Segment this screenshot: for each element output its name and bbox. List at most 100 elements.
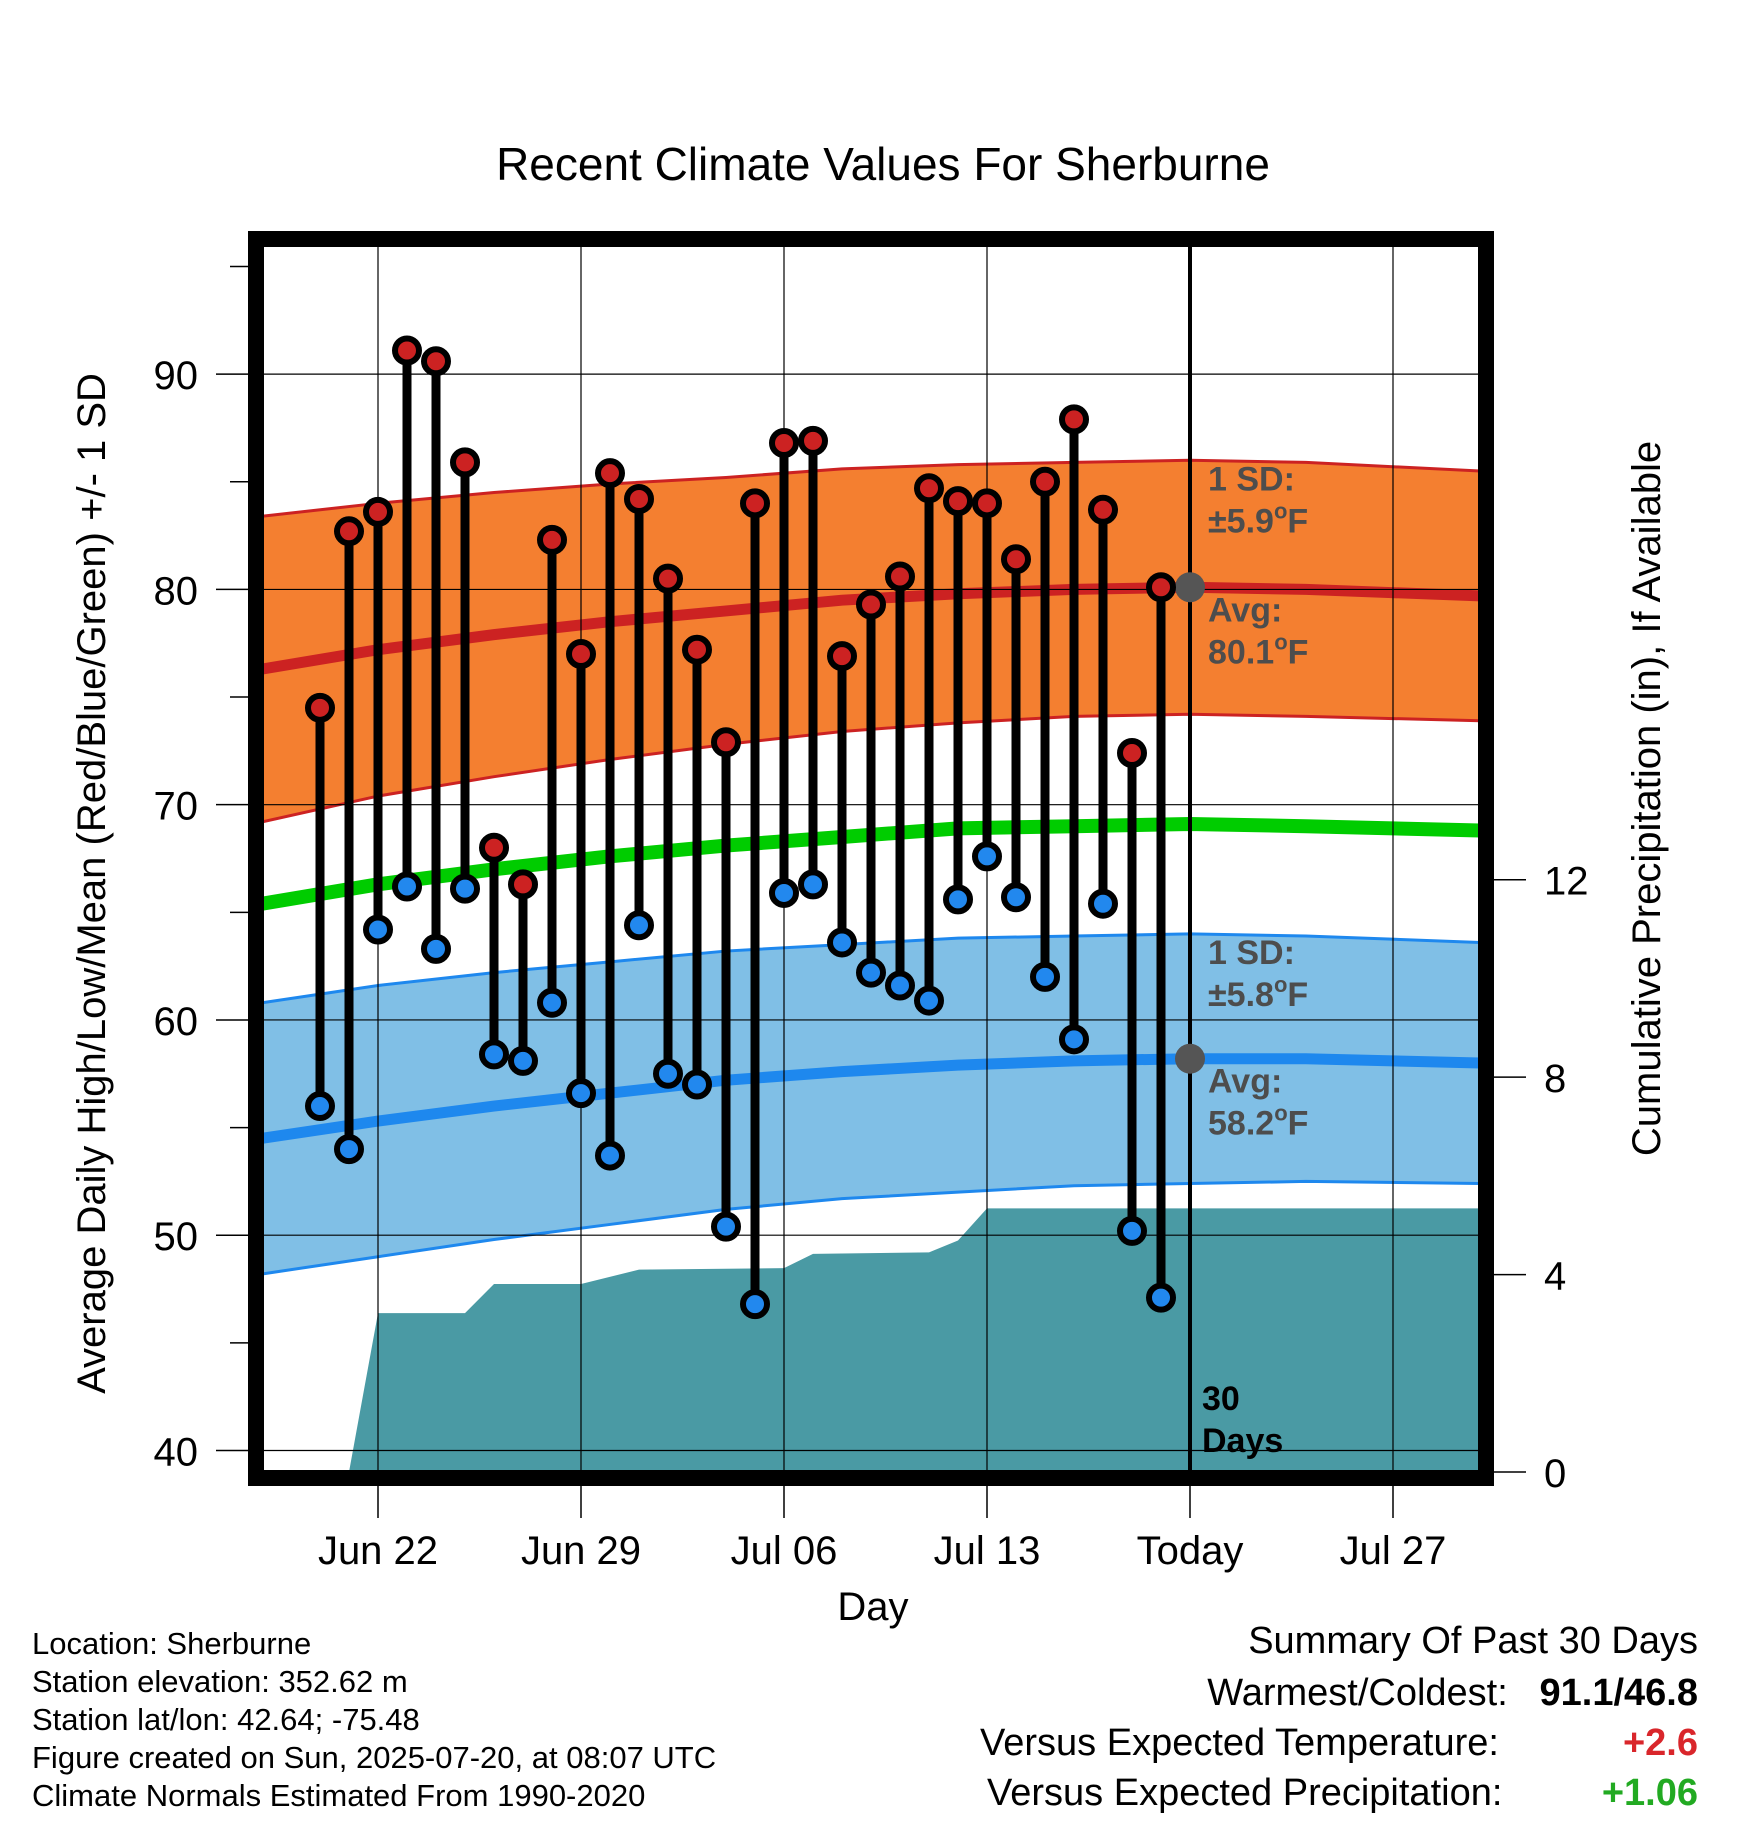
obs-low-point <box>769 877 799 908</box>
normals-text: Climate Normals Estimated From 1990-2020 <box>32 1778 646 1813</box>
obs-low-point <box>334 1134 364 1165</box>
obs-high-point <box>363 496 393 527</box>
obs-high-point <box>421 346 451 377</box>
obs-low-point <box>1059 1024 1089 1055</box>
y-axis-label: Average Daily High/Low/Mean (Red/Blue/Gr… <box>70 373 114 1394</box>
obs-low-point <box>914 985 944 1016</box>
obs-high-point <box>566 639 596 669</box>
obs-low-point <box>1146 1282 1176 1313</box>
summary-warm-cold: Warmest/Coldest: 91.1/46.8 <box>1207 1672 1698 1715</box>
coldest-value: 46.8 <box>1624 1672 1698 1714</box>
obs-high-point <box>305 692 335 723</box>
created-text: Figure created on Sun, 2025-07-20, at 08… <box>32 1740 717 1775</box>
obs-high-point <box>1146 572 1176 603</box>
obs-low-point <box>392 871 422 902</box>
low-avg-value: 58.2oF <box>1208 1101 1308 1143</box>
obs-high-point <box>1088 494 1118 525</box>
warmest-value: 91.1 <box>1539 1672 1614 1714</box>
warm-cold-label: Warmest/Coldest: <box>1207 1672 1508 1714</box>
obs-high-point <box>450 447 480 478</box>
obs-low-point <box>885 970 915 1001</box>
x-tick-label: Jul 27 <box>1340 1529 1447 1573</box>
obs-high-point <box>595 458 625 489</box>
obs-high-point <box>508 869 538 900</box>
obs-high-point <box>1001 544 1031 575</box>
obs-low-point <box>479 1039 509 1070</box>
obs-low-point <box>624 910 654 941</box>
y2-tick-label: 0 <box>1544 1452 1566 1496</box>
obs-low-point <box>305 1091 335 1122</box>
obs-high-point <box>682 634 712 665</box>
obs-high-point <box>1117 738 1147 769</box>
obs-high-point <box>653 563 683 594</box>
obs-low-point <box>856 957 886 988</box>
high-sd-value: ±5.9oF <box>1208 498 1308 540</box>
obs-low-point <box>537 987 567 1018</box>
obs-high-point <box>943 486 973 517</box>
obs-high-point <box>827 641 857 672</box>
latlon-text: Station lat/lon: 42.64; -75.48 <box>32 1702 420 1737</box>
frame-layer <box>216 231 1526 1518</box>
temp-vs-expected-label: Versus Expected Temperature: <box>980 1722 1499 1764</box>
obs-high-point <box>624 484 654 515</box>
y-tick-label: 40 <box>154 1430 199 1474</box>
obs-low-point <box>827 927 857 958</box>
obs-low-point <box>711 1211 741 1242</box>
high-avg-label: Avg: <box>1208 591 1282 629</box>
obs-low-point <box>682 1069 712 1100</box>
days-label-number: 30 <box>1202 1380 1240 1418</box>
x-axis-label: Day <box>837 1585 908 1629</box>
precip-vs-expected-value: +1.06 <box>1601 1772 1698 1814</box>
obs-low-point <box>421 933 451 964</box>
x-tick-label: Jul 13 <box>934 1529 1041 1573</box>
high-sd-label: 1 SD: <box>1208 460 1295 498</box>
today-high-normal-marker <box>1175 572 1205 603</box>
obs-low-point <box>566 1078 596 1109</box>
days-label-text: Days <box>1202 1422 1283 1460</box>
obs-low-point <box>1088 888 1118 919</box>
x-tick-label: Today <box>1137 1529 1244 1573</box>
y-tick-label: 70 <box>154 785 199 829</box>
precip-vs-expected-label: Versus Expected Precipitation: <box>987 1772 1503 1814</box>
y2-axis-label: Cumulative Precipitation (in), If Availa… <box>1625 441 1669 1156</box>
obs-low-point <box>450 873 480 904</box>
y2-tick-label: 8 <box>1544 1057 1566 1101</box>
obs-high-point <box>479 832 509 863</box>
x-tick-label: Jul 06 <box>731 1529 838 1573</box>
today-low-normal-marker <box>1175 1043 1205 1074</box>
obs-high-point <box>885 561 915 592</box>
obs-high-point <box>914 473 944 504</box>
precipitation-layer <box>320 1208 1480 1472</box>
y-tick-label: 80 <box>154 569 199 613</box>
obs-low-point <box>1030 961 1060 992</box>
obs-low-point <box>740 1289 770 1320</box>
y2-tick-label: 4 <box>1544 1255 1566 1299</box>
low-sd-band <box>262 933 1480 1274</box>
y-tick-label: 90 <box>154 354 199 398</box>
obs-high-point <box>711 727 741 758</box>
precip-area <box>320 1208 1480 1472</box>
slash: / <box>1613 1672 1625 1714</box>
obs-low-point <box>943 884 973 915</box>
obs-high-point <box>798 425 828 456</box>
x-tick-label: Jun 29 <box>521 1529 641 1573</box>
low-sd-value: ±5.8oF <box>1208 972 1308 1014</box>
temp-vs-expected-value: +2.6 <box>1622 1722 1698 1764</box>
x-tick-label: Jun 22 <box>318 1529 438 1573</box>
obs-low-point <box>798 869 828 900</box>
low-sd-label: 1 SD: <box>1208 934 1295 972</box>
obs-high-point <box>334 516 364 547</box>
obs-low-point <box>595 1140 625 1171</box>
chart-title: Recent Climate Values For Sherburne <box>496 138 1270 190</box>
obs-high-point <box>769 428 799 459</box>
y2-tick-label: 12 <box>1544 860 1589 904</box>
obs-low-point <box>653 1058 683 1089</box>
elevation-text: Station elevation: 352.62 m <box>32 1664 408 1699</box>
obs-high-point <box>392 335 422 366</box>
high-normal-line <box>262 581 1480 675</box>
obs-high-point <box>537 524 567 555</box>
obs-high-point <box>972 488 1002 519</box>
low-band-lower-edge <box>262 1179 1480 1276</box>
plot-frame <box>248 231 1494 1486</box>
